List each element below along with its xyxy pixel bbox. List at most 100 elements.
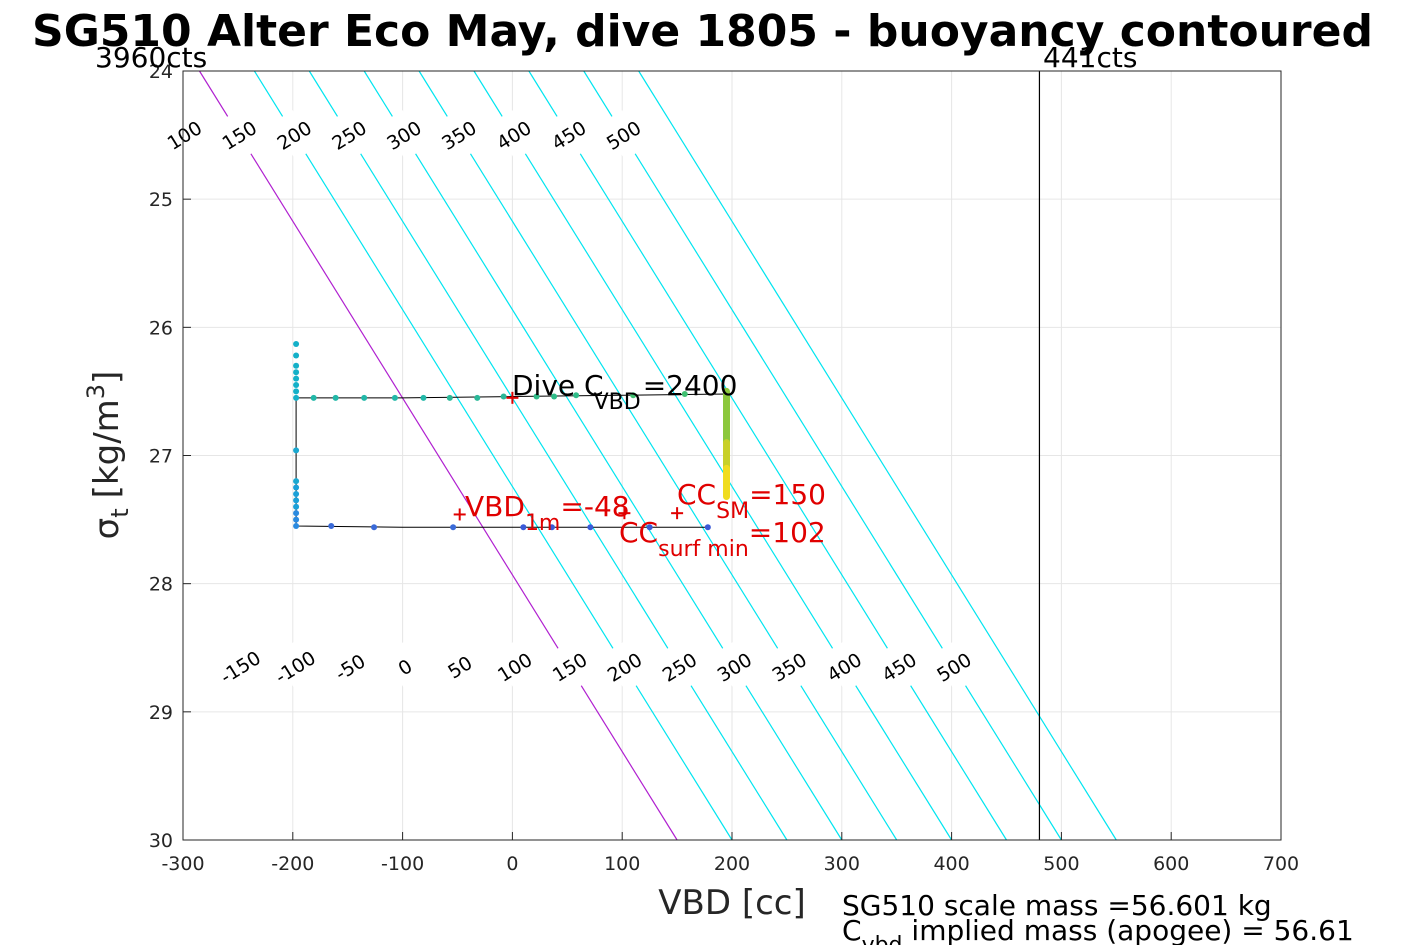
contour-label-bg bbox=[491, 110, 536, 161]
contour-line bbox=[308, 70, 788, 841]
y-tick-label: 30 bbox=[149, 830, 173, 852]
sample-point bbox=[293, 375, 300, 382]
contour-label-bg bbox=[162, 110, 207, 161]
svg-text:σt[kg/m3]: σt [kg/m3] bbox=[82, 371, 134, 540]
sample-point bbox=[293, 340, 300, 347]
contour-line bbox=[473, 70, 953, 841]
contour-label-bg bbox=[492, 641, 537, 692]
plus-marker bbox=[506, 391, 519, 404]
sample-point bbox=[446, 394, 453, 401]
sample-point bbox=[293, 369, 300, 376]
sample-point bbox=[293, 497, 300, 504]
contour-label-bg bbox=[273, 641, 317, 692]
sample-point bbox=[293, 510, 300, 517]
sample-point bbox=[328, 522, 335, 529]
sample-point bbox=[587, 524, 594, 531]
y-tick-label: 24 bbox=[149, 61, 173, 83]
y-label-close: ] bbox=[87, 371, 127, 384]
contour-label-bg bbox=[383, 641, 427, 692]
y-tick-label: 26 bbox=[149, 317, 173, 339]
contour-label-bg bbox=[217, 110, 262, 161]
contour-label-bg bbox=[547, 641, 592, 692]
sample-point bbox=[573, 392, 580, 399]
contour-lines bbox=[198, 70, 1117, 841]
x-axis-label: VBD [cc] bbox=[658, 883, 806, 923]
y-label-sup: 3 bbox=[82, 384, 110, 399]
y-label-symbol: σ bbox=[87, 518, 127, 540]
contour-label-bg bbox=[877, 641, 921, 692]
contour-label-bg bbox=[712, 641, 757, 692]
count-label-right: 441cts bbox=[1043, 41, 1137, 74]
x-tick-label: 500 bbox=[1043, 853, 1079, 875]
sample-point bbox=[520, 524, 527, 531]
x-tick-label: -100 bbox=[381, 853, 424, 875]
contour-line bbox=[418, 70, 898, 841]
annotation-cc-sm: CCSM=150 bbox=[677, 478, 826, 524]
contour-label-bg bbox=[601, 110, 646, 161]
sample-point bbox=[548, 524, 555, 531]
x-tick-label: 400 bbox=[933, 853, 969, 875]
sample-point bbox=[551, 393, 558, 400]
annotation-cc-surf-min: CCsurf min=102 bbox=[619, 516, 826, 562]
sample-point bbox=[293, 388, 300, 395]
contour-label-bg bbox=[438, 641, 482, 692]
x-tick-label: -300 bbox=[161, 853, 204, 875]
grid-lines bbox=[182, 70, 1282, 841]
y-tick-label: 25 bbox=[149, 189, 173, 211]
contour-line bbox=[253, 70, 733, 841]
sample-point bbox=[293, 362, 300, 369]
sample-point bbox=[293, 447, 300, 454]
contour-label-bg bbox=[657, 641, 702, 692]
y-tick-label: 28 bbox=[149, 574, 173, 596]
contour-line bbox=[583, 70, 1062, 841]
sample-point bbox=[533, 393, 540, 400]
y-axis-label: σt [kg/m3] bbox=[82, 371, 134, 540]
sample-point bbox=[310, 394, 317, 401]
x-tick-label: -200 bbox=[271, 853, 314, 875]
contour-line bbox=[638, 70, 1117, 841]
count-label-left: 3960cts bbox=[95, 41, 207, 74]
sample-point bbox=[500, 393, 507, 400]
plus-marker bbox=[618, 507, 631, 520]
dive-samples bbox=[293, 340, 711, 531]
sample-point bbox=[293, 394, 300, 401]
contour-label-bg bbox=[602, 641, 647, 692]
x-tick-label: 200 bbox=[714, 853, 750, 875]
y-tick-label: 27 bbox=[149, 446, 173, 468]
annotation-dive-cvbd: Dive C VBD=2400 bbox=[512, 369, 737, 415]
footer-scale-mass: SG510 scale mass =56.601 kg bbox=[842, 889, 1272, 922]
contour-label-bg bbox=[218, 641, 263, 692]
sample-point bbox=[293, 484, 300, 491]
sample-point bbox=[474, 394, 481, 401]
contour-label-bg bbox=[767, 641, 812, 692]
contour-label-bg bbox=[546, 110, 591, 161]
sample-point bbox=[361, 394, 368, 401]
sample-point bbox=[293, 352, 300, 359]
x-tick-label: 0 bbox=[506, 853, 518, 875]
x-tick-label: 600 bbox=[1153, 853, 1189, 875]
annotation-vbd-1m: VBD1m=-48 bbox=[465, 490, 630, 536]
sample-point bbox=[371, 524, 378, 531]
annotation-markers bbox=[453, 391, 684, 521]
y-axis-ticks: 24 25 26 27 28 29 30 bbox=[149, 61, 191, 852]
contour-label-bg bbox=[822, 641, 866, 692]
x-axis-ticks: -300 -200 -100 0 100 200 300 400 500 600 700 bbox=[161, 832, 1299, 875]
contour-labels: 100 150 200 250 300 350 400 450 500-150 -100 -50 0 5… bbox=[162, 110, 976, 692]
sample-point bbox=[293, 382, 300, 389]
plus-marker bbox=[453, 508, 466, 521]
sample-point bbox=[420, 394, 427, 401]
footer-implied-mass: Cvbd implied mass (apogee) = 56.61 bbox=[842, 914, 1354, 945]
sample-point bbox=[293, 478, 300, 485]
x-tick-label: 100 bbox=[604, 853, 640, 875]
sample-point bbox=[681, 390, 688, 397]
contour-label-bg bbox=[327, 110, 371, 161]
contour-label-bg bbox=[932, 641, 976, 692]
sample-point bbox=[293, 490, 300, 497]
sample-point bbox=[293, 522, 300, 529]
contour-line bbox=[198, 70, 678, 841]
y-label-sub: t bbox=[106, 508, 134, 517]
contour-label-bg bbox=[272, 110, 316, 161]
y-label-unit: [kg/m bbox=[87, 399, 127, 498]
x-tick-label: 300 bbox=[824, 853, 860, 875]
